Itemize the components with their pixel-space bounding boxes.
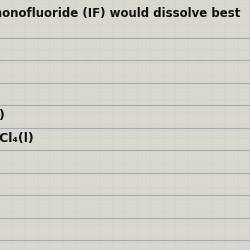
- Text: CCl₄(l): CCl₄(l): [0, 132, 34, 145]
- Text: (l): (l): [0, 108, 6, 122]
- Text: monofluoride (IF) would dissolve best: monofluoride (IF) would dissolve best: [0, 8, 240, 20]
